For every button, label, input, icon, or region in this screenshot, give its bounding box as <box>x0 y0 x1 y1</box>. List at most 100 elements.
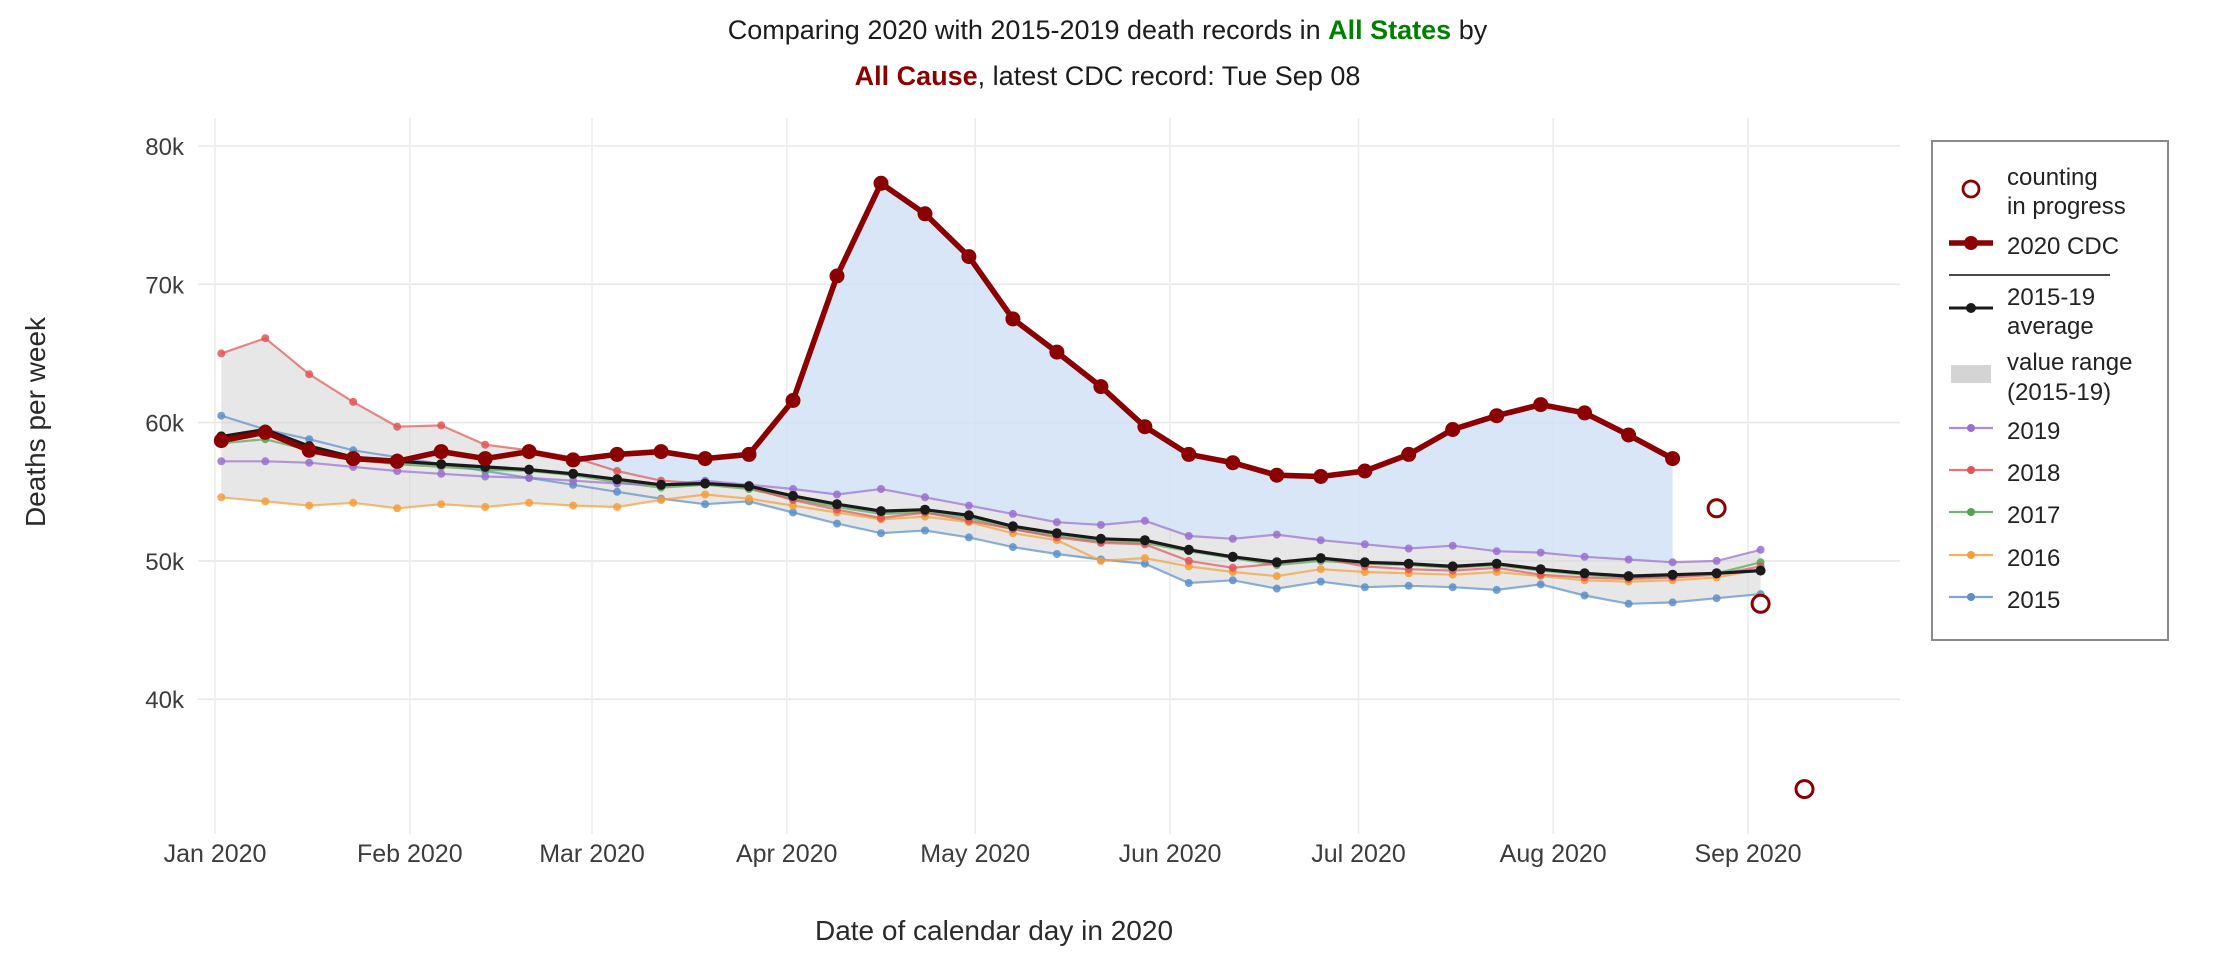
data-point <box>1359 557 1370 568</box>
data-point <box>877 529 885 538</box>
chart-title: Comparing 2020 with 2015-2019 death reco… <box>0 8 2215 100</box>
legend-item-2016[interactable]: 2016 <box>1947 541 2153 576</box>
data-point <box>1093 379 1109 395</box>
legend: counting in progress 2020 CDC 2015-19 averag… <box>1931 140 2169 642</box>
data-point <box>1445 422 1461 437</box>
average-line-icon <box>1949 303 1993 314</box>
data-point <box>1049 344 1065 360</box>
data-point <box>917 206 933 222</box>
data-point <box>1272 584 1281 593</box>
legend-item-2020-cdc[interactable]: 2020 CDC <box>1947 229 2153 264</box>
data-point <box>832 499 842 510</box>
data-point <box>1184 562 1193 571</box>
data-point <box>613 503 622 511</box>
counting-in-progress-points <box>1706 498 1815 800</box>
year-line-icon <box>1949 466 1993 475</box>
legend-marker <box>1947 229 1995 264</box>
legend-item-2017[interactable]: 2017 <box>1947 498 2153 533</box>
data-point <box>1360 568 1369 576</box>
legend-marker <box>1947 583 1995 618</box>
y-axis-title: Deaths per week <box>20 316 51 527</box>
data-point <box>1228 563 1237 572</box>
data-point <box>789 485 797 493</box>
data-point <box>1181 446 1197 462</box>
data-point <box>833 519 841 528</box>
data-point <box>1272 530 1281 539</box>
data-point <box>829 268 845 284</box>
data-point <box>833 490 841 499</box>
data-point <box>1489 408 1505 424</box>
data-point <box>961 249 977 265</box>
data-point <box>1448 583 1457 592</box>
legend-item-value-range[interactable]: value range (2015-19) <box>1947 348 2153 407</box>
data-point <box>261 457 270 466</box>
year-line-icon <box>1949 550 1993 559</box>
title-line2-suffix: , latest CDC record: Tue Sep 08 <box>977 60 1361 91</box>
data-point <box>1313 469 1329 484</box>
data-point <box>213 433 229 449</box>
legend-label: 2015 <box>2007 586 2061 614</box>
data-point <box>261 334 270 343</box>
data-point <box>481 503 490 511</box>
legend-item-2015-19-average[interactable]: 2015-19 average <box>1947 283 2153 342</box>
data-point <box>217 349 226 358</box>
data-point <box>349 498 358 507</box>
data-point <box>612 474 623 485</box>
data-point <box>877 514 885 522</box>
counting-in-progress-point <box>1750 593 1771 614</box>
data-point <box>477 451 493 467</box>
data-point <box>1448 541 1457 550</box>
data-point <box>1533 397 1549 413</box>
data-point <box>1316 536 1325 545</box>
data-point <box>1668 598 1677 607</box>
data-point <box>1755 565 1766 576</box>
y-tick-label: 80k <box>145 134 185 161</box>
data-point <box>700 478 711 489</box>
data-point <box>701 500 710 509</box>
legend-item-counting-in-progress[interactable]: counting in progress <box>1947 163 2153 222</box>
y-tick-label: 40k <box>145 687 185 714</box>
legend-marker <box>1947 414 1995 449</box>
data-point <box>1272 572 1281 581</box>
data-point <box>305 370 314 379</box>
year-line-icon <box>1949 592 1993 601</box>
title-highlight-states: All States <box>1328 15 1452 45</box>
x-tick-label: Sep 2020 <box>1694 840 1801 868</box>
x-tick-label: Jan 2020 <box>164 840 267 868</box>
legend-item-2019[interactable]: 2019 <box>1947 414 2153 449</box>
data-point <box>1357 463 1373 479</box>
data-point <box>613 487 622 496</box>
value-range-icon <box>1951 364 1991 383</box>
data-point <box>257 424 273 440</box>
x-tick-label: May 2020 <box>920 840 1030 868</box>
x-axis-title: Date of calendar day in 2020 <box>815 915 1173 946</box>
data-point <box>1621 427 1637 443</box>
data-point <box>609 446 625 462</box>
data-point <box>1096 520 1105 529</box>
data-point <box>524 464 535 475</box>
data-point <box>437 500 446 509</box>
data-point <box>1228 534 1237 543</box>
data-point <box>921 493 929 502</box>
x-tick-label: Jul 2020 <box>1311 840 1406 868</box>
data-point <box>877 485 885 493</box>
data-point <box>1316 577 1325 586</box>
data-point <box>1401 446 1417 462</box>
data-point <box>393 504 402 513</box>
legend-item-divider <box>1947 273 2153 276</box>
series-line <box>220 336 1761 581</box>
data-point <box>1315 553 1326 564</box>
data-point <box>305 501 314 510</box>
legend-item-2015[interactable]: 2015 <box>1947 583 2153 618</box>
counting-in-progress-point <box>1706 498 1727 519</box>
series-2020-cdc <box>213 175 1681 484</box>
y-tick-label: 70k <box>145 272 185 299</box>
data-point <box>305 458 314 467</box>
data-point <box>217 493 226 502</box>
data-point <box>1184 532 1193 540</box>
data-point <box>217 457 226 466</box>
counting-in-progress-point <box>1794 779 1815 800</box>
legend-item-2018[interactable]: 2018 <box>1947 456 2153 491</box>
data-point <box>1008 509 1017 518</box>
